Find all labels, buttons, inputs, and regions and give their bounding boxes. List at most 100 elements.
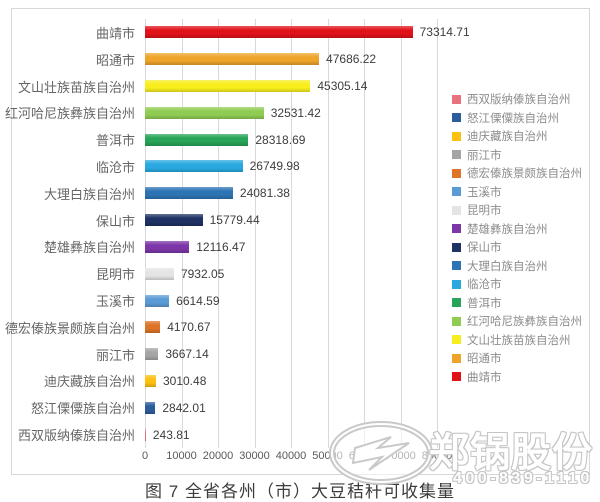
category-row: 红河哈尼族彝族自治州 — [5, 99, 135, 126]
legend-item: 大理白族自治州 — [452, 257, 582, 276]
legend-label: 德宏傣族景颇族自治州 — [467, 168, 582, 181]
gridline — [218, 19, 219, 448]
category-label: 楚雄彝族自治州 — [43, 240, 135, 256]
value-label: 47686.22 — [326, 52, 377, 67]
legend-item: 西双版纳傣族自治州 — [452, 90, 582, 109]
legend-label: 红河哈尼族彝族自治州 — [467, 316, 582, 329]
bar — [145, 106, 264, 119]
value-label: 26749.98 — [249, 159, 300, 174]
gridline — [291, 19, 292, 448]
legend-swatch — [452, 131, 461, 141]
legend-label: 曲靖市 — [467, 371, 502, 384]
bar — [145, 53, 320, 66]
bar-chart: 73314.71 47686.22 45305.14 32531.42 28318.69… — [5, 8, 590, 475]
bar-row: 12116.47 — [145, 234, 437, 261]
legend-swatch — [452, 372, 461, 382]
legend-item: 保山市 — [452, 238, 582, 257]
bar-row: 26749.98 — [145, 153, 437, 180]
value-label: 45305.14 — [317, 79, 368, 94]
category-label: 大理白族自治州 — [43, 186, 135, 202]
gridline — [181, 19, 183, 448]
legend-item: 德宏傣族景颇族自治州 — [452, 164, 582, 183]
bar-row: 7932.05 — [145, 260, 437, 287]
gridline — [145, 19, 146, 448]
legend-swatch — [452, 242, 461, 252]
legend: 西双版纳傣族自治州 怒江傈僳族自治州 迪庆藏族自治州 丽江市 德宏傣族景颇族自治州 玉溪市… — [452, 90, 582, 386]
legend-swatch — [452, 316, 461, 326]
bar — [145, 348, 159, 361]
category-label: 怒江傈僳族自治州 — [30, 401, 135, 417]
legend-item: 怒江傈僳族自治州 — [452, 109, 582, 128]
value-label: 28318.69 — [255, 132, 306, 147]
legend-swatch — [452, 298, 461, 308]
bar — [145, 26, 413, 39]
legend-label: 西双版纳傣族自治州 — [467, 94, 571, 107]
legend-swatch — [452, 168, 461, 178]
legend-label: 保山市 — [467, 242, 502, 255]
x-tick-label: 80000 — [421, 450, 453, 462]
category-row: 昭通市 — [16, 46, 135, 73]
legend-item: 迪庆藏族自治州 — [452, 127, 582, 146]
bar — [145, 401, 156, 414]
legend-swatch — [452, 113, 461, 123]
bar-row: 24081.38 — [145, 180, 437, 207]
x-tick-label: 20000 — [202, 450, 234, 462]
bar-row: 45305.14 — [145, 73, 437, 100]
category-label: 迪庆藏族自治州 — [43, 374, 135, 390]
bar-row: 243.81 — [145, 421, 437, 448]
category-label: 昆明市 — [95, 267, 135, 283]
legend-label: 迪庆藏族自治州 — [467, 131, 548, 144]
category-label: 德宏傣族景颇族自治州 — [4, 320, 135, 336]
category-row: 临沧市 — [16, 153, 135, 180]
category-row: 大理白族自治州 — [16, 180, 135, 207]
bar — [145, 294, 170, 307]
category-row: 昆明市 — [16, 260, 135, 287]
legend-item: 曲靖市 — [452, 368, 582, 387]
plot-area: 73314.71 47686.22 45305.14 32531.42 28318.69… — [145, 19, 470, 448]
x-tick-label: 0 — [141, 450, 149, 462]
gridline — [327, 19, 329, 448]
bar — [145, 80, 311, 93]
category-row: 楚雄彝族自治州 — [16, 234, 135, 261]
bar — [145, 187, 233, 200]
gridline — [364, 19, 365, 448]
bar — [145, 428, 146, 441]
bar-row: 3010.48 — [145, 368, 437, 395]
bar — [145, 374, 156, 387]
category-row: 玉溪市 — [16, 287, 135, 314]
legend-label: 昭通市 — [467, 353, 502, 366]
gridline — [437, 19, 438, 448]
value-label: 2842.01 — [162, 400, 206, 415]
legend-item: 楚雄彝族自治州 — [452, 220, 582, 239]
bar-row: 28318.69 — [145, 126, 437, 153]
category-row: 迪庆藏族自治州 — [16, 368, 135, 395]
gridline — [400, 19, 402, 448]
category-label: 西双版纳傣族自治州 — [17, 428, 135, 444]
category-label: 昭通市 — [95, 52, 135, 68]
legend-label: 文山壮族苗族自治州 — [467, 334, 571, 347]
bar — [145, 160, 243, 173]
bar-row: 73314.71 — [145, 19, 470, 46]
bar — [145, 214, 203, 227]
legend-item: 普洱市 — [452, 294, 582, 313]
category-label: 保山市 — [95, 213, 135, 229]
category-row: 西双版纳傣族自治州 — [16, 421, 135, 448]
category-label: 文山壮族苗族自治州 — [17, 79, 135, 95]
category-axis: 曲靖市 昭通市 文山壮族苗族自治州 红河哈尼族彝族自治州 普洱市 临沧市 大理白族自治州 保山… — [5, 19, 135, 448]
category-row: 德宏傣族景颇族自治州 — [5, 314, 135, 341]
legend-swatch — [452, 335, 461, 345]
legend-swatch — [452, 150, 461, 160]
category-row: 曲靖市 — [16, 19, 135, 46]
legend-item: 昆明市 — [452, 201, 582, 220]
value-label: 24081.38 — [239, 186, 290, 201]
category-label: 红河哈尼族彝族自治州 — [4, 106, 135, 122]
bar — [145, 267, 174, 280]
legend-swatch — [452, 353, 461, 363]
legend-label: 普洱市 — [467, 297, 502, 310]
category-row: 怒江傈僳族自治州 — [16, 394, 135, 421]
legend-item: 昭通市 — [452, 349, 582, 368]
legend-label: 楚雄彝族自治州 — [467, 223, 548, 236]
legend-item: 丽江市 — [452, 146, 582, 165]
category-label: 曲靖市 — [95, 25, 135, 41]
value-label: 12116.47 — [196, 239, 246, 254]
